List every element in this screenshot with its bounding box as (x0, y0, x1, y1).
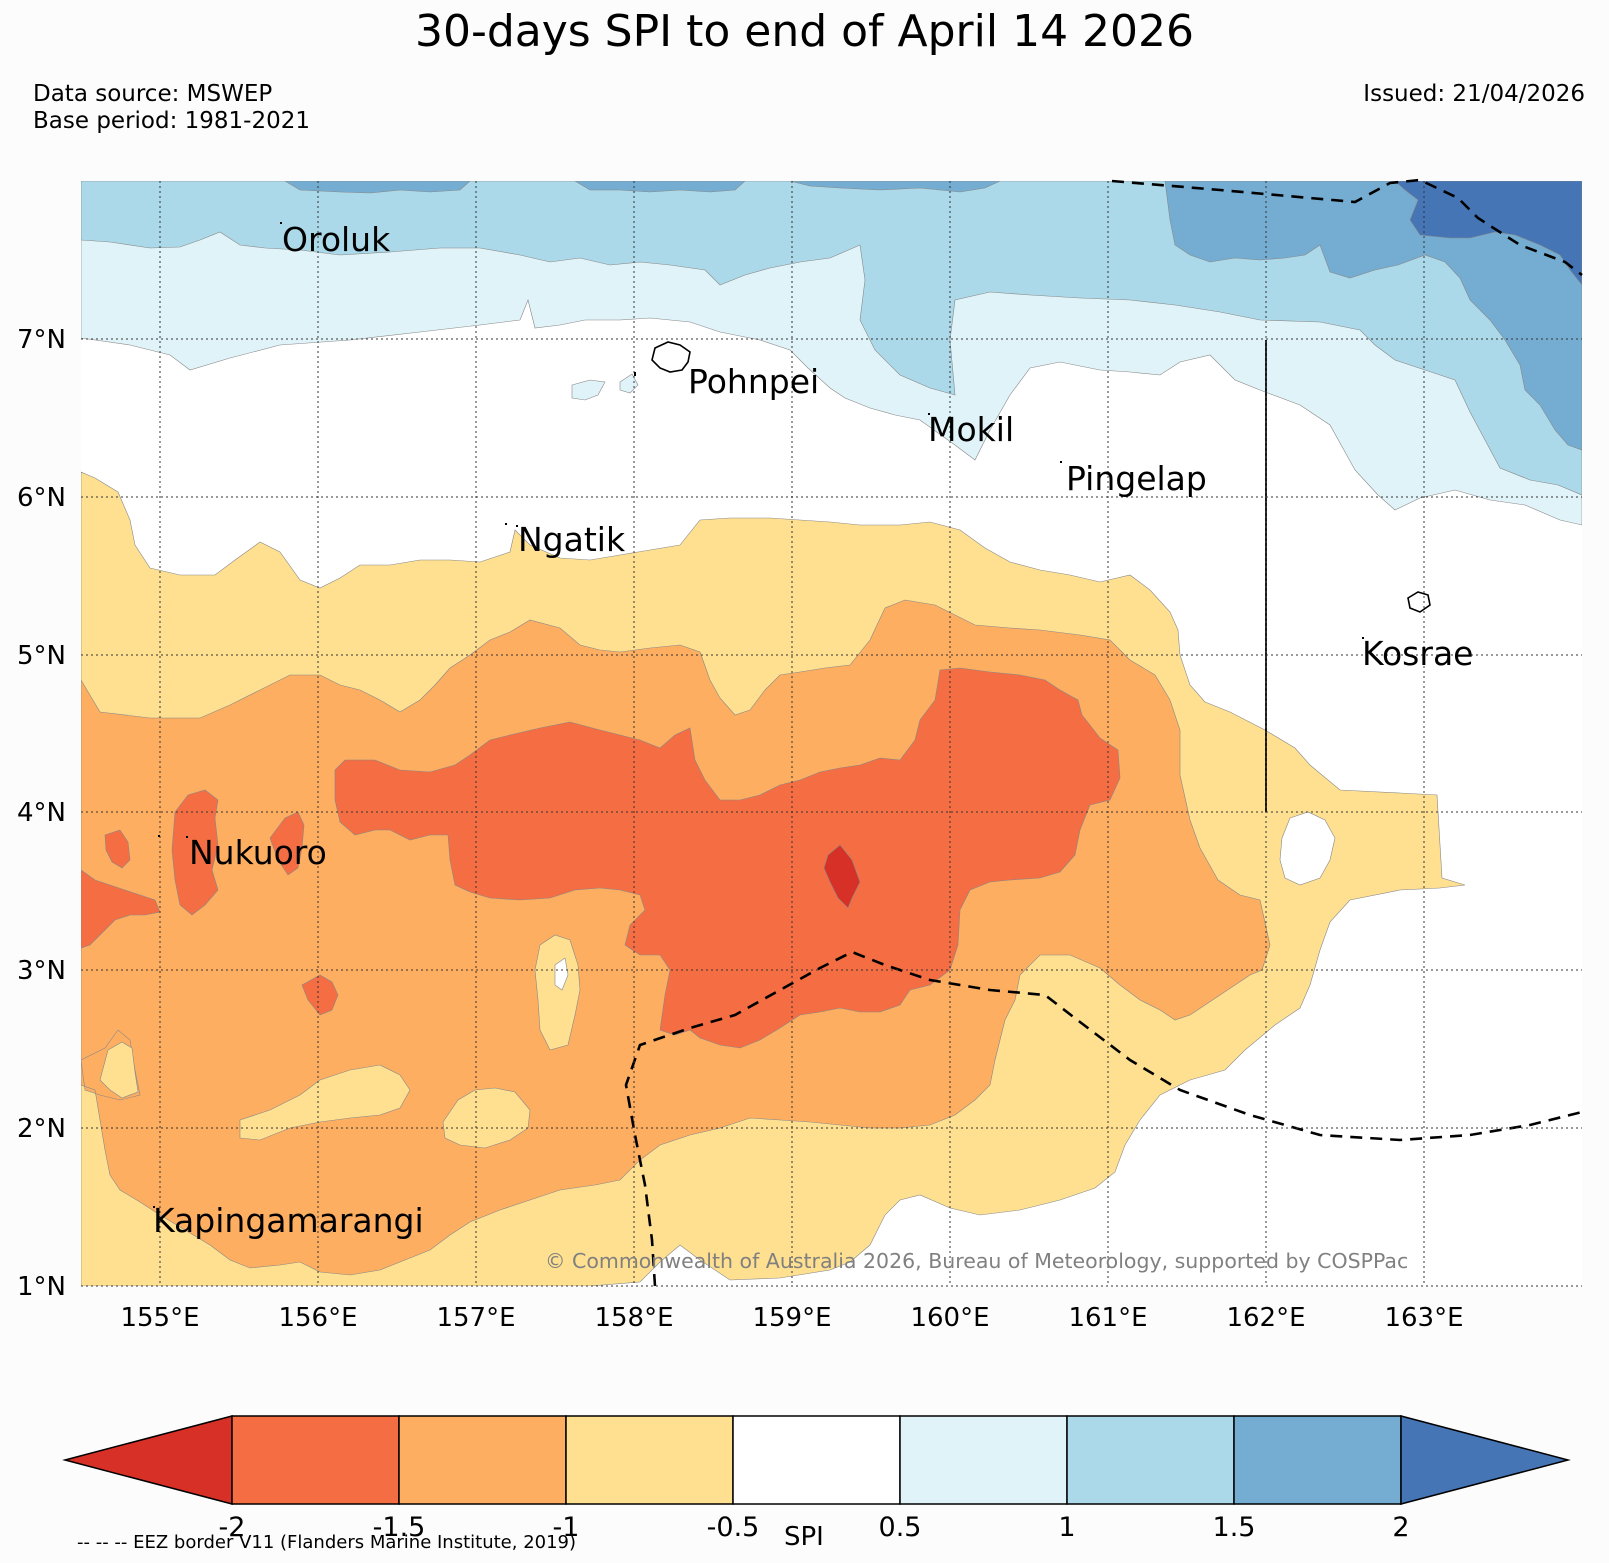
base-period: Base period: 1981-2021 (33, 108, 311, 134)
eez-legend-note: -- -- -- EEZ border V11 (Flanders Marine… (77, 1532, 577, 1553)
eez-border (624, 178, 1583, 1287)
colorbar-extend-low (62, 1415, 233, 1505)
lat-label-7n: 7°N (17, 325, 66, 355)
graticule (81, 181, 1582, 1287)
spi-patch-yellow-2 (442, 1087, 531, 1149)
lat-labels: 7°N 6°N 5°N 4°N 3°N 2°N 1°N (17, 325, 66, 1302)
colorbar-ticks: -2 -1.5 -1 -0.5 0.5 1 1.5 2 (219, 1512, 1410, 1543)
lat-label-3n: 3°N (17, 956, 66, 986)
place-label-ngatik: Ngatik (518, 520, 626, 559)
lon-label-162e: 162°E (1226, 1303, 1305, 1333)
issued-date: Issued: 21/04/2026 (1363, 81, 1585, 107)
spi-patch-lightblue-2 (619, 373, 639, 394)
colorbar-title: SPI (784, 1522, 824, 1552)
spi-field (81, 181, 1582, 1286)
lat-label-1n: 1°N (17, 1272, 66, 1302)
colorbar-tick: -1.5 (373, 1512, 426, 1543)
colorbar-extend-high (1400, 1415, 1571, 1505)
spi-patch-lightblue-1 (571, 379, 606, 401)
spi-patch-yellow-3 (534, 934, 581, 1051)
spi-band-lt-neg2 (823, 844, 861, 909)
lon-label-161e: 161°E (1068, 1303, 1147, 1333)
colorbar-seg-6 (1066, 1415, 1235, 1505)
colorbar-tick: 1 (1058, 1512, 1075, 1543)
place-label-pohnpei: Pohnpei (688, 362, 819, 401)
lat-label-5n: 5°N (17, 641, 66, 671)
spi-patch-yellow-4 (99, 1041, 139, 1099)
spi-band-neg1.5-neg2 (81, 667, 1121, 1049)
lon-label-156e: 156°E (278, 1303, 357, 1333)
colorbar-tick: 2 (1392, 1512, 1409, 1543)
lon-label-157e: 157°E (436, 1303, 515, 1333)
lon-label-163e: 163°E (1384, 1303, 1463, 1333)
lat-label-2n: 2°N (17, 1114, 66, 1144)
lon-label-155e: 155°E (120, 1303, 199, 1333)
colorbar-seg-1 (231, 1415, 400, 1505)
colorbar (62, 1415, 1571, 1505)
lon-label-160e: 160°E (910, 1303, 989, 1333)
spi-patch-white-kosrae (1279, 811, 1336, 886)
lon-label-158e: 158°E (594, 1303, 673, 1333)
place-label-mokil: Mokil (928, 410, 1014, 449)
place-label-pingelap: Pingelap (1066, 459, 1207, 498)
kosrae-outline (1407, 591, 1431, 613)
colorbar-tick: -0.5 (707, 1512, 760, 1543)
colorbar-tick: 0.5 (879, 1512, 922, 1543)
lat-label-4n: 4°N (17, 798, 66, 828)
colorbar-seg-5 (899, 1415, 1068, 1505)
lon-label-159e: 159°E (752, 1303, 831, 1333)
spi-band-gt-2 (1394, 181, 1582, 286)
spi-band-1.5-2 (284, 181, 1582, 451)
colorbar-tick: -1 (553, 1512, 580, 1543)
colorbar-seg-7 (1233, 1415, 1402, 1505)
data-source: Data source: MSWEP (33, 81, 273, 107)
colorbar-seg-2 (398, 1415, 567, 1505)
place-label-kapingamarangi: Kapingamarangi (153, 1201, 424, 1240)
island-markers (153, 222, 1364, 1208)
copyright-credit: © Commonwealth of Australia 2026, Bureau… (545, 1249, 1408, 1273)
lon-labels: 155°E 156°E 157°E 158°E 159°E 160°E 161°… (120, 1303, 1463, 1333)
pohnpei-outline (651, 341, 691, 373)
place-label-nukuoro: Nukuoro (189, 833, 327, 872)
colorbar-seg-4 (732, 1415, 901, 1505)
spi-patch-white-small (554, 957, 569, 991)
place-label-kosrae: Kosrae (1362, 634, 1473, 673)
place-label-oroluk: Oroluk (282, 220, 391, 259)
colorbar-tick: -2 (219, 1512, 246, 1543)
lat-label-6n: 6°N (17, 483, 66, 513)
map-title: 30-days SPI to end of April 14 2026 (414, 6, 1195, 57)
colorbar-tick: 1.5 (1213, 1512, 1256, 1543)
spi-patch-yellow-1 (239, 1064, 411, 1141)
colorbar-seg-3 (565, 1415, 734, 1505)
